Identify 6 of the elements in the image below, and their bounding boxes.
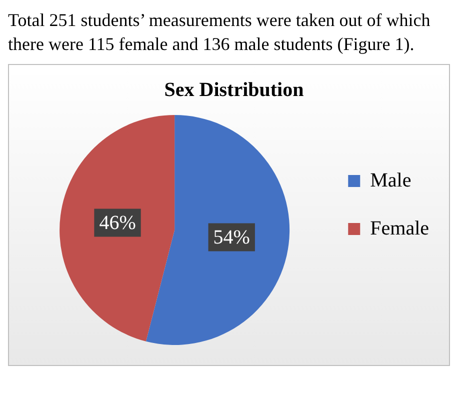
chart-title: Sex Distribution (164, 79, 304, 102)
data-label: 54% (213, 226, 250, 248)
legend-label: Female (370, 217, 430, 240)
data-label: 46% (99, 212, 136, 234)
legend-label: Male (370, 169, 412, 192)
text: Total 251 students’ measurements were taken out of which there were 115 female and 136 male students (Figure 1). (8, 9, 432, 56)
